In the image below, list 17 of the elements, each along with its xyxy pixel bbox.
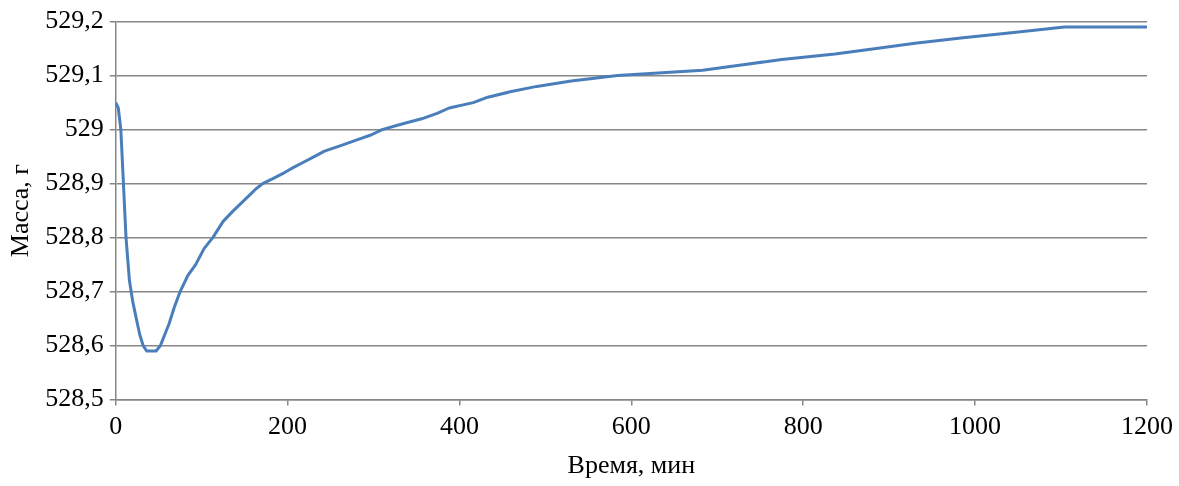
- y-tick-label: 528,9: [45, 167, 104, 197]
- y-tick-label: 528,8: [45, 221, 104, 251]
- x-axis-title: Время, мин: [567, 450, 696, 480]
- y-tick-label: 529,1: [45, 59, 104, 89]
- x-tick-label: 1000: [949, 411, 1002, 441]
- x-tick-label: 1200: [1121, 411, 1173, 441]
- y-axis-title: Масса, г: [5, 163, 35, 258]
- x-tick-label: 600: [611, 411, 651, 441]
- x-tick-label: 400: [439, 411, 479, 441]
- x-tick-label: 0: [109, 411, 123, 441]
- x-tick-label: 200: [268, 411, 308, 441]
- x-tick-label: 800: [783, 411, 823, 441]
- y-tick-label: 528,7: [45, 275, 104, 305]
- y-tick-label: 529,2: [45, 5, 104, 35]
- y-tick-label: 529: [64, 113, 104, 143]
- y-tick-label: 528,5: [45, 383, 104, 413]
- y-tick-label: 528,6: [45, 329, 104, 359]
